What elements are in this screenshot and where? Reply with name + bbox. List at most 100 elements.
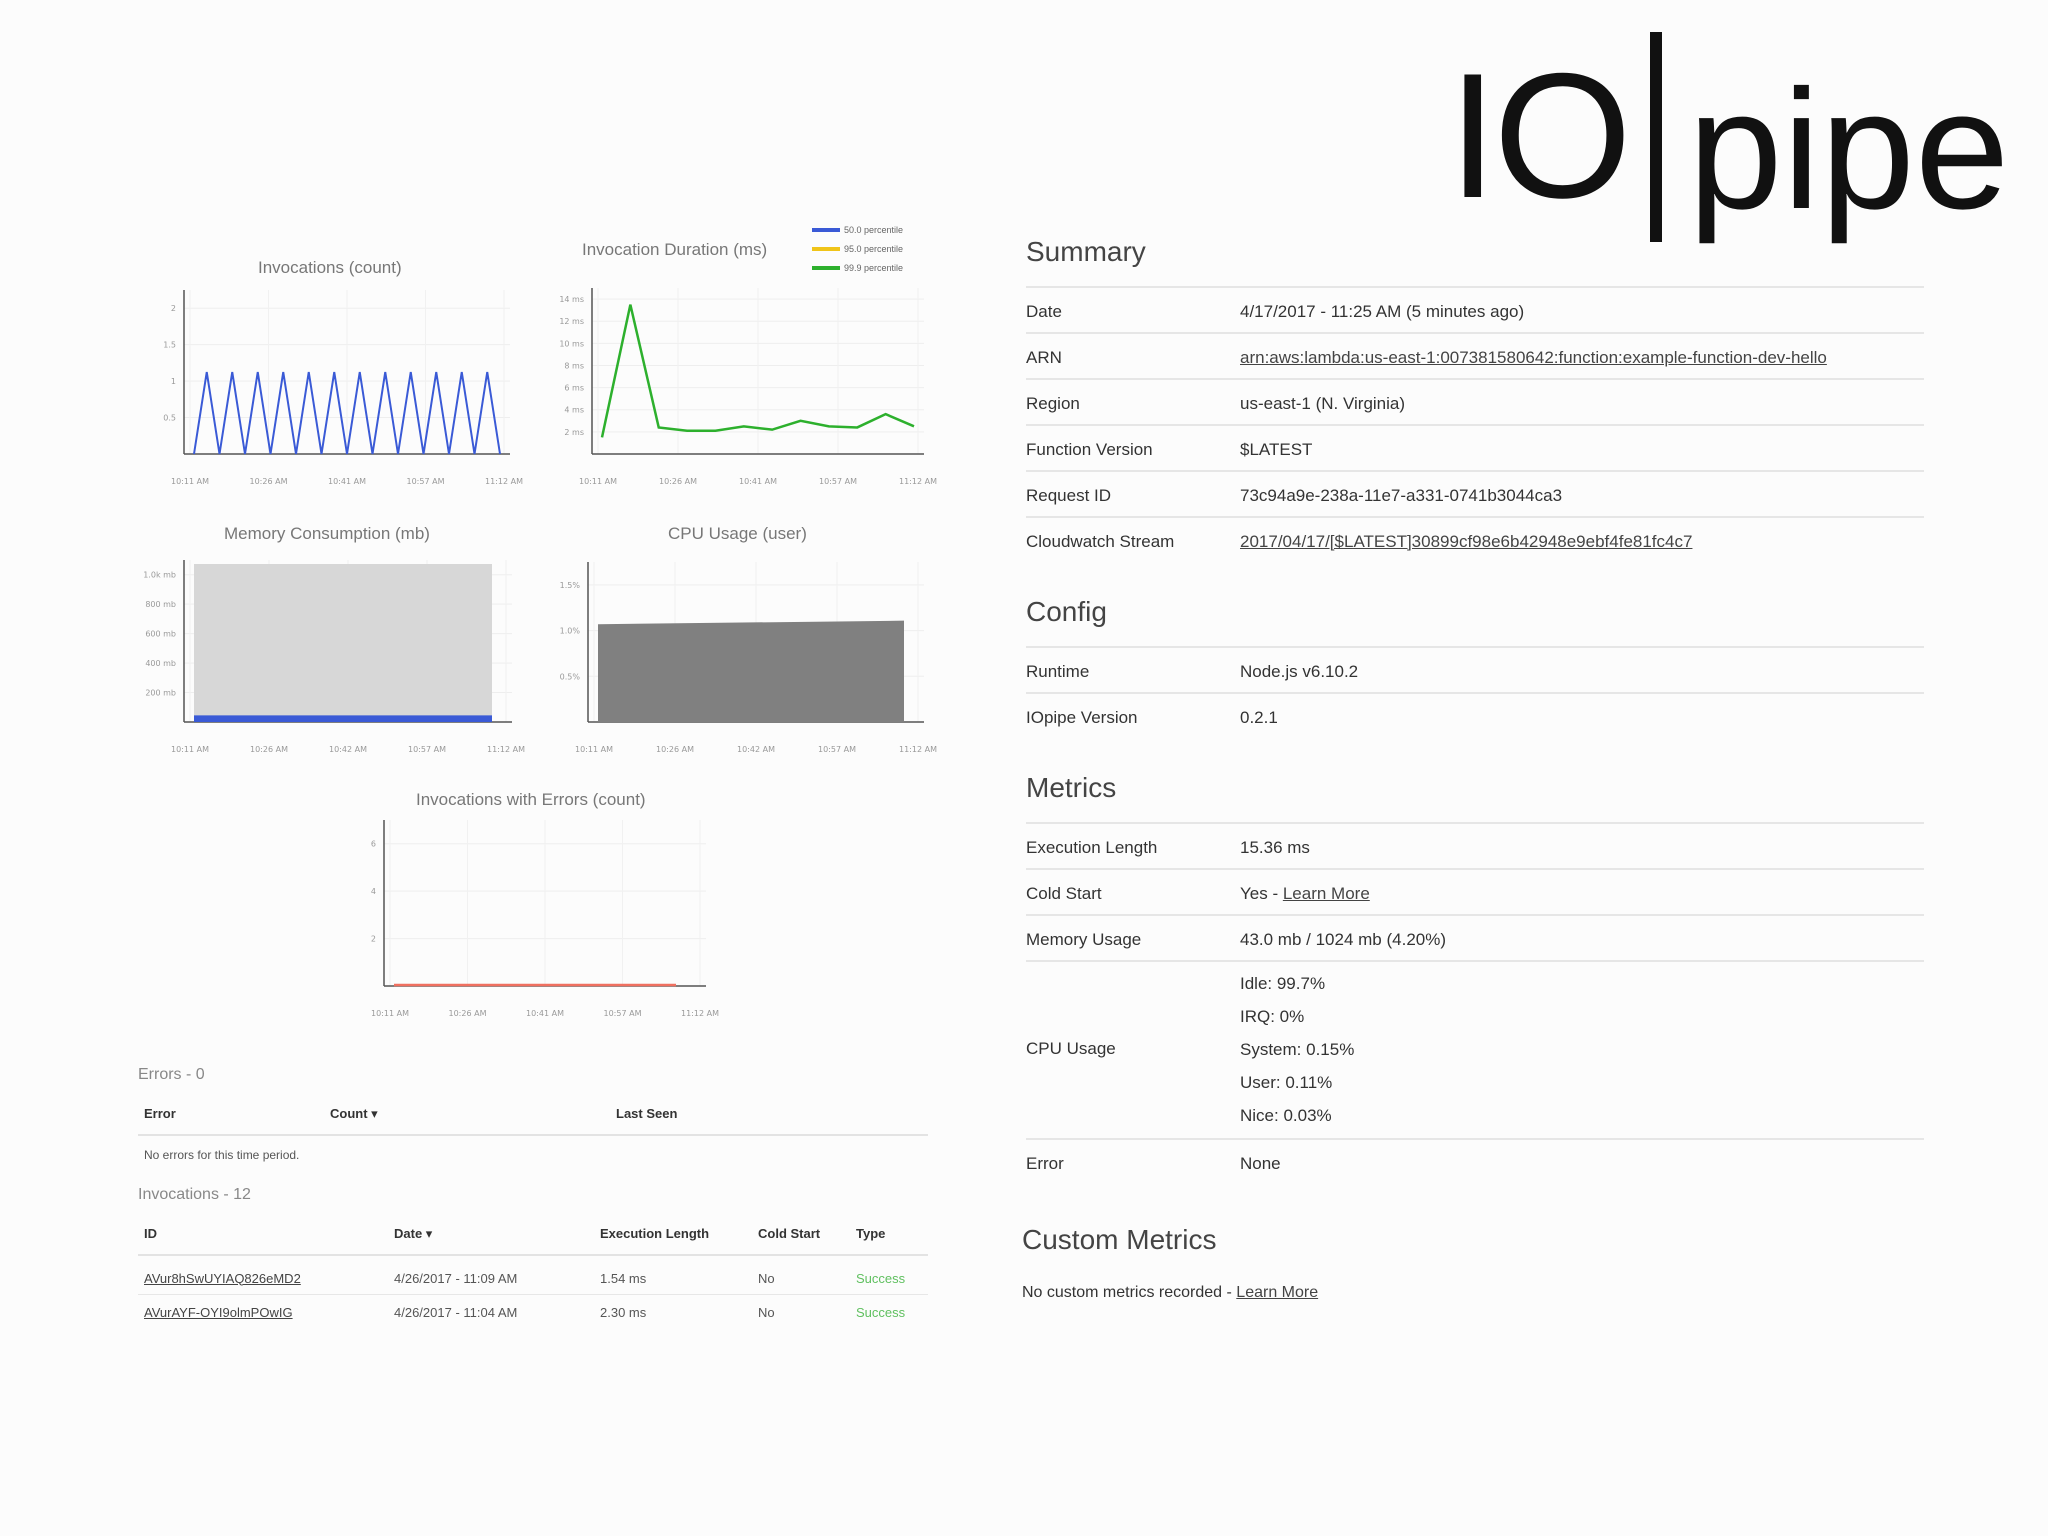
- function-version-label: Function Version: [1026, 440, 1153, 459]
- memory-y-tick: 200 mb: [145, 689, 176, 698]
- cpu-system: System: 0.15%: [1240, 1039, 1355, 1059]
- logo-pipe-text: pipe: [1688, 55, 2010, 245]
- memory-x-tick: 10:57 AM: [408, 745, 446, 754]
- invocation-type: Success: [856, 1304, 906, 1320]
- errors-col-error[interactable]: Error: [144, 1106, 176, 1121]
- errors-chart-svg: 6 4 2 10:11 AM 10:26 AM 10:41 AM 10:57 AM 11:12…: [371, 820, 719, 1018]
- duration-x-tick: 10:26 AM: [659, 477, 697, 486]
- divider: [1026, 868, 1924, 870]
- errors-col-last-seen[interactable]: Last Seen: [616, 1106, 678, 1121]
- invocations-chart-title: Invocations (count): [258, 258, 402, 277]
- invocation-id-link[interactable]: AVur8hSwUYIAQ826eMD2: [144, 1270, 301, 1286]
- memory-y-tick: 600 mb: [145, 630, 176, 639]
- duration-x-tick: 11:12 AM: [899, 477, 937, 486]
- cpu-y-tick: 1.0%: [560, 627, 581, 636]
- legend-label: 50.0 percentile: [844, 224, 904, 235]
- inv-col-cold[interactable]: Cold Start: [758, 1226, 821, 1241]
- error-value: None: [1240, 1154, 1281, 1173]
- divider: [1026, 516, 1924, 518]
- errors-y-tick: 2: [371, 935, 376, 944]
- duration-y-tick: 8 ms: [564, 361, 584, 370]
- duration-y-tick: 14 ms: [559, 295, 584, 304]
- memory-x-tick: 10:11 AM: [171, 745, 209, 754]
- divider: [1026, 286, 1924, 288]
- config-heading: Config: [1026, 596, 1107, 627]
- request-id-label: Request ID: [1026, 486, 1112, 505]
- cpu-user: User: 0.11%: [1240, 1072, 1333, 1092]
- memory-x-tick: 10:42 AM: [329, 745, 367, 754]
- cpu-usage-area: [598, 620, 904, 722]
- duration-chart: Invocation Duration (ms) 14 ms 12 ms 10 ms…: [540, 236, 940, 504]
- duration-chart-svg: 14 ms 12 ms 10 ms 8 ms 6 ms 4 ms 2 ms 10:11 AM 1…: [559, 288, 937, 486]
- divider: [1026, 470, 1924, 472]
- memory-x-tick: 11:12 AM: [487, 745, 525, 754]
- cold-start-value: Yes - Learn More: [1240, 884, 1924, 904]
- memory-chart-svg: 1.0k mb 800 mb 600 mb 400 mb 200 mb 10:11 AM 1…: [143, 560, 525, 754]
- metrics-memory-row: Memory Usage 43.0 mb / 1024 mb (4.20%): [1026, 930, 1924, 950]
- errors-col-count[interactable]: Count ▾: [330, 1106, 378, 1121]
- invocations-y-tick: 0.5: [163, 414, 176, 423]
- custom-metrics-learn-more-link[interactable]: Learn More: [1236, 1284, 1319, 1301]
- errors-y-tick: 6: [371, 840, 376, 849]
- invocations-series-line: [193, 371, 501, 455]
- invocation-exec-length: 2.30 ms: [600, 1304, 647, 1320]
- legend-swatch: [812, 227, 840, 232]
- divider: [1026, 332, 1924, 334]
- arn-link[interactable]: arn:aws:lambda:us-east-1:007381580642:fu…: [1240, 348, 1827, 367]
- inv-col-id[interactable]: ID: [144, 1226, 157, 1241]
- duration-y-tick: 10 ms: [559, 339, 584, 348]
- cold-start-label: Cold Start: [1026, 884, 1102, 903]
- memory-usage-area: [194, 715, 492, 722]
- invocations-y-tick: 2: [171, 304, 176, 313]
- table-row[interactable]: AVur8hSwUYIAQ826eMD2 4/26/2017 - 11:09 A…: [144, 1264, 905, 1292]
- duration-chart-title: Invocation Duration (ms): [582, 240, 768, 259]
- cpu-nice: Nice: 0.03%: [1240, 1105, 1332, 1125]
- cpu-x-tick: 10:57 AM: [818, 745, 856, 754]
- errors-x-tick: 11:12 AM: [681, 1009, 719, 1018]
- execution-length-label: Execution Length: [1026, 838, 1158, 857]
- memory-y-tick: 800 mb: [145, 600, 176, 609]
- errors-x-tick: 10:57 AM: [604, 1009, 642, 1018]
- summary-request-id-row: Request ID 73c94a9e-238a-11e7-a331-0741b…: [1026, 486, 1924, 506]
- metrics-cpu-row: CPU Usage Idle: 99.7% IRQ: 0% System: 0.…: [1026, 966, 1924, 1132]
- summary-date-row: Date 4/17/2017 - 11:25 AM (5 minutes ago…: [1026, 302, 1924, 322]
- invocation-date: 4/26/2017 - 11:04 AM: [394, 1304, 518, 1320]
- cpu-idle: Idle: 99.7%: [1240, 973, 1326, 993]
- table-row[interactable]: AVurAYF-OYI9olmPOwIG 4/26/2017 - 11:04 A…: [144, 1298, 905, 1326]
- summary-region-row: Region us-east-1 (N. Virginia): [1026, 394, 1924, 414]
- duration-x-tick: 10:57 AM: [819, 477, 857, 486]
- cpu-irq: IRQ: 0%: [1240, 1006, 1305, 1026]
- inv-col-type[interactable]: Type: [856, 1226, 886, 1241]
- custom-metrics-message: No custom metrics recorded - Learn More: [1022, 1284, 1920, 1302]
- summary-function-version-row: Function Version $LATEST: [1026, 440, 1924, 460]
- invocations-x-tick: 10:41 AM: [328, 477, 366, 486]
- errors-y-tick: 4: [371, 887, 376, 896]
- cloudwatch-stream-link[interactable]: 2017/04/17/[$LATEST]30899cf98e6b42948e9e…: [1240, 532, 1693, 551]
- duration-y-tick: 12 ms: [559, 317, 584, 326]
- region-value: us-east-1 (N. Virginia): [1240, 394, 1406, 413]
- memory-y-tick: 400 mb: [145, 659, 176, 668]
- legend-label: 95.0 percentile: [844, 243, 904, 254]
- config-runtime-row: Runtime Node.js v6.10.2: [1026, 662, 1924, 682]
- divider: [1026, 646, 1924, 648]
- arn-label: ARN: [1026, 348, 1062, 367]
- cpu-x-tick: 10:26 AM: [656, 745, 694, 754]
- cloudwatch-stream-label: Cloudwatch Stream: [1026, 532, 1175, 551]
- legend-item: 99.9 percentile: [812, 258, 932, 277]
- iopipe-version-label: IOpipe Version: [1026, 708, 1138, 727]
- divider: [1026, 914, 1924, 916]
- divider: [1026, 960, 1924, 962]
- duration-series-line: [600, 304, 915, 438]
- invocations-count-label: Invocations - 12: [138, 1186, 251, 1203]
- duration-y-tick: 4 ms: [564, 406, 584, 415]
- inv-col-exec[interactable]: Execution Length: [600, 1226, 710, 1241]
- learn-more-link[interactable]: Learn More: [1282, 884, 1370, 903]
- cpu-usage-label: CPU Usage: [1026, 1039, 1116, 1058]
- inv-col-date[interactable]: Date ▾: [394, 1226, 433, 1241]
- invocation-id-link[interactable]: AVurAYF-OYI9olmPOwIG: [144, 1304, 293, 1320]
- legend-item: 95.0 percentile: [812, 239, 932, 258]
- iopipe-logo: IO pipe: [1448, 28, 2009, 245]
- invocations-y-tick: 1.5: [163, 341, 176, 350]
- duration-x-tick: 10:11 AM: [579, 477, 617, 486]
- memory-x-tick: 10:26 AM: [250, 745, 288, 754]
